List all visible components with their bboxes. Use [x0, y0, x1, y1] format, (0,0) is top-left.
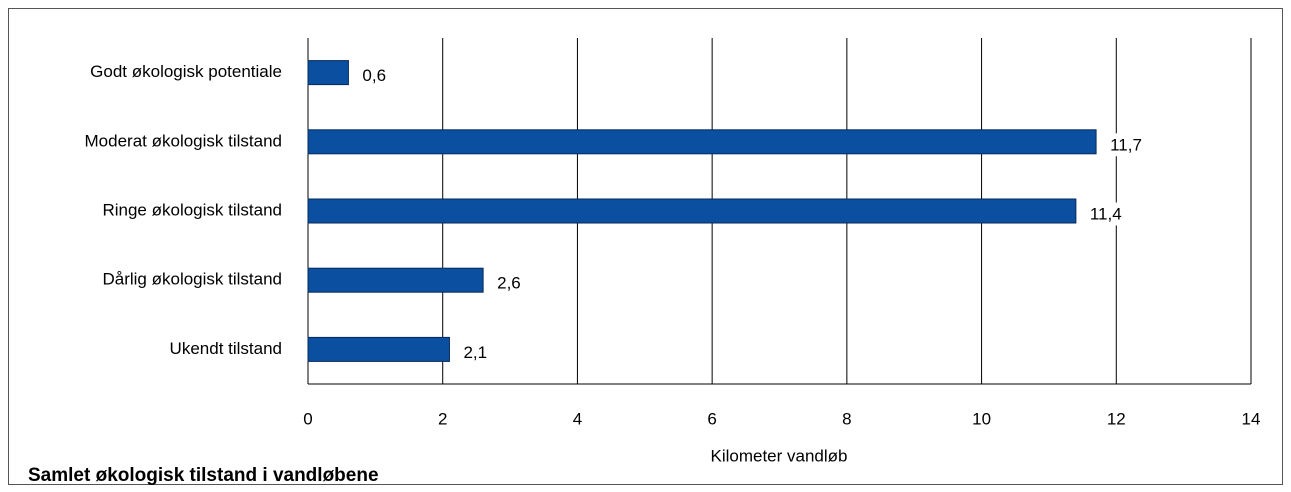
value-label-bg: [1107, 133, 1145, 157]
bar: [307, 336, 450, 362]
x-tick-label: 8: [842, 409, 851, 428]
value-label: 11,4: [1090, 204, 1122, 223]
bar: [307, 60, 349, 86]
chart-border: [8, 8, 1283, 485]
y-tick-label: Ringe økologisk tilstand: [102, 200, 282, 219]
x-tick-label: 4: [573, 409, 582, 428]
x-tick-label: 12: [1107, 409, 1126, 428]
value-label-bg: [359, 64, 390, 88]
value-label-bg: [1086, 202, 1125, 226]
x-axis-label: Kilometer vandløb: [710, 446, 847, 465]
y-tick-label: Ukendt tilstand: [170, 339, 282, 358]
bar: [307, 129, 1097, 155]
x-tick-label: 0: [303, 409, 312, 428]
x-tick-label: 6: [707, 409, 716, 428]
value-label-bg: [494, 271, 524, 295]
x-tick-label: 2: [438, 409, 447, 428]
bar: [307, 198, 1077, 224]
value-label: 11,7: [1110, 135, 1142, 154]
y-tick-label: Godt økologisk potentiale: [90, 62, 282, 81]
value-label: 2,1: [463, 343, 487, 362]
chart-title: Samlet økologisk tilstand i vandløbene: [28, 465, 379, 486]
y-tick-label: Dårlig økologisk tilstand: [102, 270, 282, 289]
x-tick-label: 14: [1242, 409, 1261, 428]
value-label: 2,6: [497, 274, 521, 293]
bar: [307, 267, 484, 293]
x-tick-label: 10: [972, 409, 991, 428]
value-label: 0,6: [362, 66, 386, 85]
y-tick-label: Moderat økologisk tilstand: [85, 131, 282, 150]
value-label-bg: [460, 340, 491, 364]
